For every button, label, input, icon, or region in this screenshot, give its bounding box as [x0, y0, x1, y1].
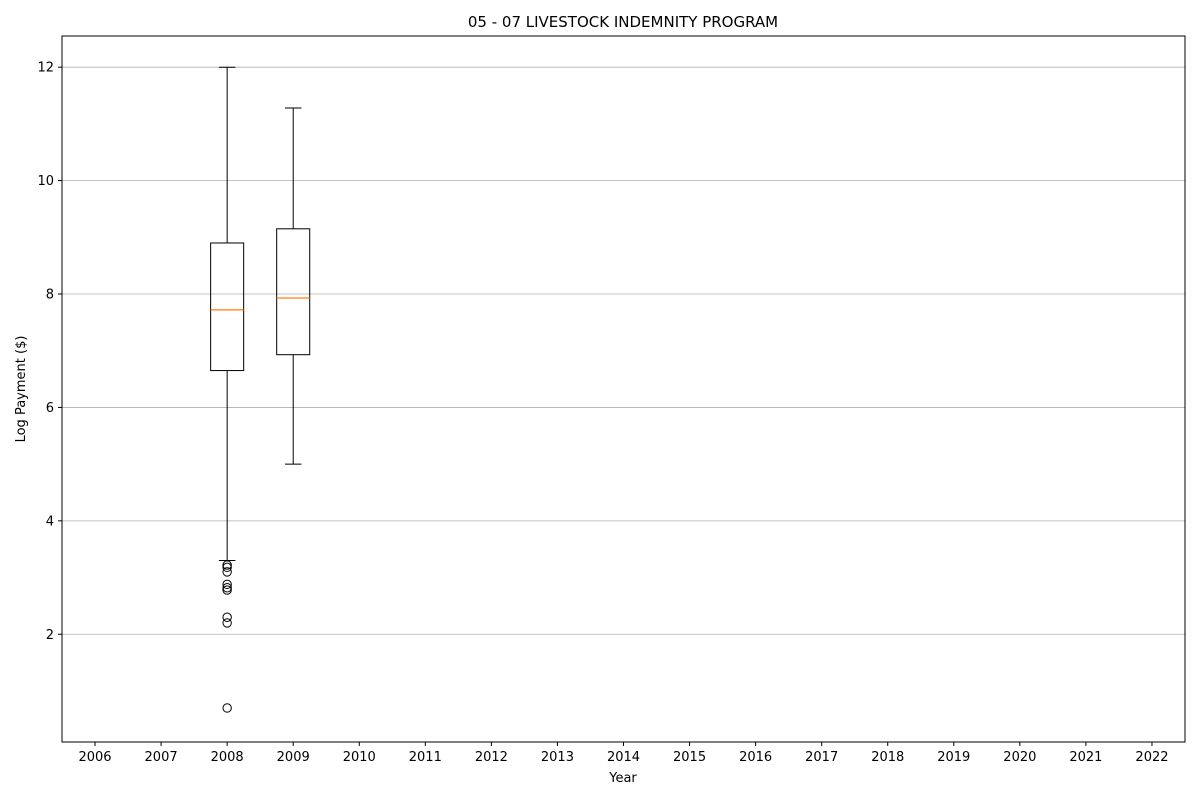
x-tick-label: 2022 — [1135, 750, 1168, 765]
box-2008 — [210, 66, 245, 713]
boxes — [210, 66, 311, 713]
x-tick-label: 2006 — [78, 750, 111, 765]
y-tick-label: 10 — [37, 174, 54, 189]
y-tick-label: 12 — [37, 61, 54, 76]
x-tick-label: 2011 — [409, 750, 442, 765]
x-axis-label: Year — [608, 771, 637, 786]
x-ticks: 2006 2007 2008 2009 2010 2011 2012 2013 2014 2015… — [78, 742, 1169, 765]
outlier-point — [222, 618, 232, 628]
outlier-point — [222, 560, 232, 570]
y-axis-label: Log Payment ($) — [14, 336, 29, 443]
x-tick-label: 2018 — [871, 750, 904, 765]
y-tick-label: 6 — [46, 401, 54, 416]
outlier-point — [222, 583, 232, 593]
box-2009 — [276, 107, 311, 465]
iqr-box — [210, 242, 245, 372]
plot-frame — [61, 35, 1186, 743]
x-tick-label: 2019 — [937, 750, 970, 765]
x-tick-label: 2020 — [1003, 750, 1036, 765]
outlier-point — [222, 567, 232, 577]
x-tick-label: 2008 — [211, 750, 244, 765]
y-ticks: 2 4 6 8 10 12 — [37, 61, 62, 643]
x-tick-label: 2021 — [1069, 750, 1102, 765]
x-tick-label: 2010 — [343, 750, 376, 765]
x-tick-label: 2014 — [607, 750, 640, 765]
outlier-point — [222, 612, 232, 622]
outlier-point — [222, 585, 232, 595]
grid-lines — [62, 66, 1185, 635]
x-tick-label: 2009 — [277, 750, 310, 765]
x-tick-label: 2007 — [145, 750, 178, 765]
y-tick-label: 8 — [46, 288, 54, 303]
outlier-point — [222, 579, 232, 590]
y-tick-label: 2 — [46, 628, 54, 643]
iqr-box — [276, 228, 311, 356]
chart-title: 05 - 07 LIVESTOCK INDEMNITY PROGRAM — [468, 13, 778, 31]
outlier-point — [222, 703, 232, 713]
x-tick-label: 2017 — [805, 750, 838, 765]
outlier-point — [222, 562, 232, 573]
x-tick-label: 2015 — [673, 750, 706, 765]
x-tick-label: 2013 — [541, 750, 574, 765]
y-tick-label: 4 — [46, 514, 54, 529]
x-tick-label: 2012 — [475, 750, 508, 765]
x-tick-label: 2016 — [739, 750, 772, 765]
